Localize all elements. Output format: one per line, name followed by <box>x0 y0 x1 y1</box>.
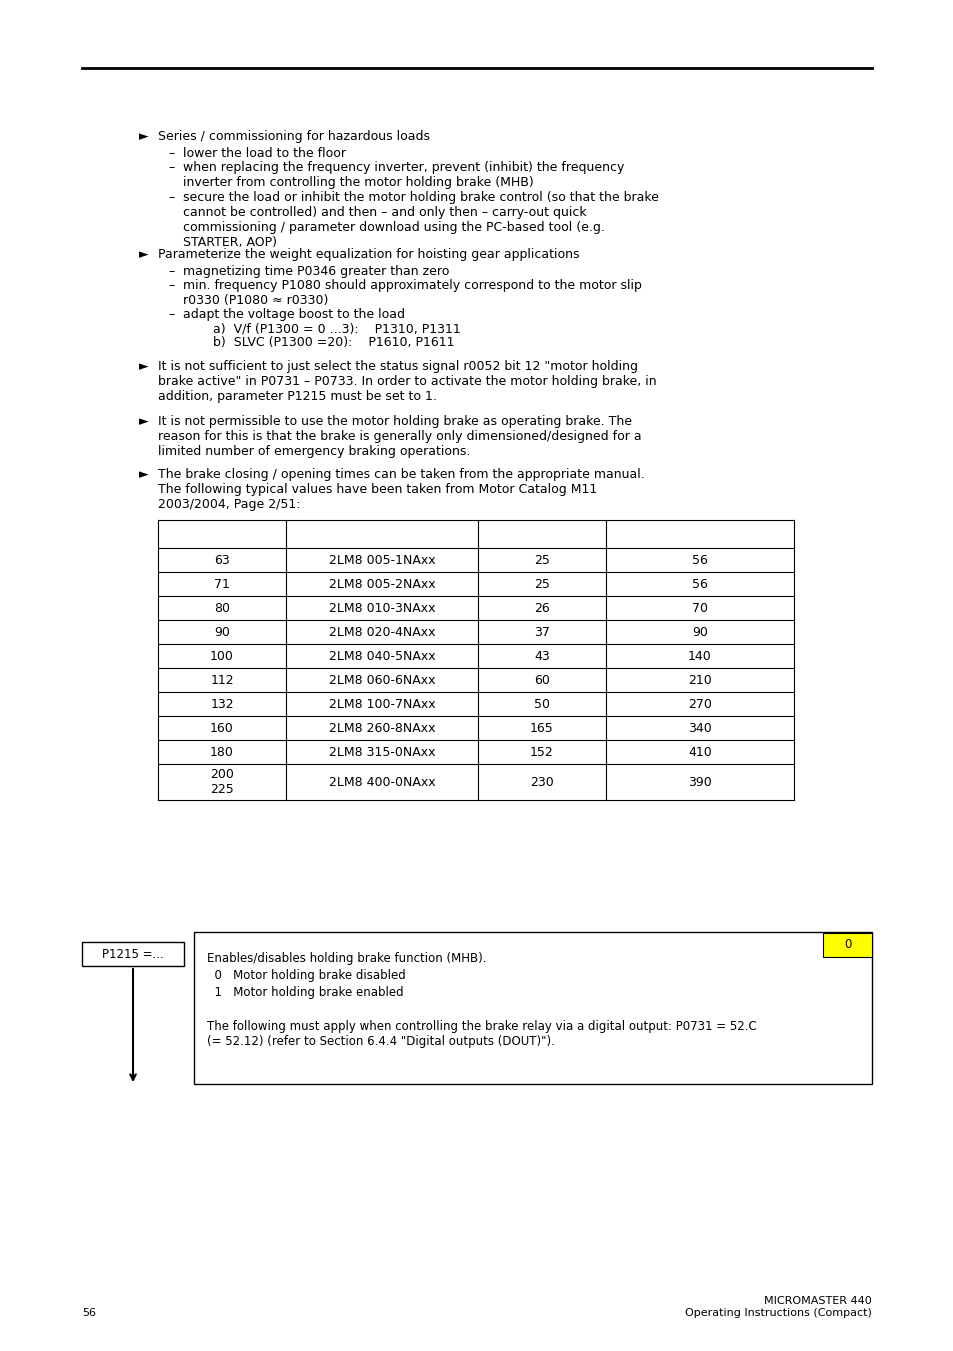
Bar <box>193 932 871 1084</box>
Text: –: – <box>168 308 174 322</box>
Text: 70: 70 <box>691 601 707 615</box>
Text: 43: 43 <box>534 650 549 662</box>
Text: 2LM8 400-0NAxx: 2LM8 400-0NAxx <box>329 775 435 789</box>
Text: 340: 340 <box>687 721 711 735</box>
Text: 132: 132 <box>210 697 233 711</box>
Text: 1   Motor holding brake enabled: 1 Motor holding brake enabled <box>207 986 403 998</box>
Text: lower the load to the floor: lower the load to the floor <box>183 147 346 159</box>
Text: 112: 112 <box>210 674 233 686</box>
Text: –: – <box>168 280 174 292</box>
Text: 180: 180 <box>210 746 233 758</box>
Text: a)  V/f (P1300 = 0 ...3):    P1310, P1311: a) V/f (P1300 = 0 ...3): P1310, P1311 <box>213 322 460 335</box>
Text: 50: 50 <box>534 697 550 711</box>
Text: 0   Motor holding brake disabled: 0 Motor holding brake disabled <box>207 969 405 982</box>
Text: 390: 390 <box>687 775 711 789</box>
Text: –: – <box>168 161 174 174</box>
Text: 90: 90 <box>213 626 230 639</box>
Text: 80: 80 <box>213 601 230 615</box>
Text: The brake closing / opening times can be taken from the appropriate manual.
The : The brake closing / opening times can be… <box>158 467 644 511</box>
Text: 2LM8 010-3NAxx: 2LM8 010-3NAxx <box>329 601 435 615</box>
Text: 56: 56 <box>82 1308 96 1319</box>
Text: 26: 26 <box>534 601 549 615</box>
Text: 2LM8 020-4NAxx: 2LM8 020-4NAxx <box>329 626 435 639</box>
Text: 0: 0 <box>842 939 850 951</box>
Text: 210: 210 <box>687 674 711 686</box>
Text: ►: ► <box>139 359 149 373</box>
Text: MICROMASTER 440
Operating Instructions (Compact): MICROMASTER 440 Operating Instructions (… <box>684 1297 871 1319</box>
Text: when replacing the frequency inverter, prevent (inhibit) the frequency
inverter : when replacing the frequency inverter, p… <box>183 161 623 189</box>
Text: 60: 60 <box>534 674 549 686</box>
Text: 2LM8 260-8NAxx: 2LM8 260-8NAxx <box>329 721 435 735</box>
Bar <box>822 934 871 957</box>
Text: 56: 56 <box>691 577 707 590</box>
Text: Parameterize the weight equalization for hoisting gear applications: Parameterize the weight equalization for… <box>158 249 578 261</box>
Text: secure the load or inhibit the motor holding brake control (so that the brake
ca: secure the load or inhibit the motor hol… <box>183 190 659 249</box>
Text: 410: 410 <box>687 746 711 758</box>
Text: P1215 =...: P1215 =... <box>102 947 164 961</box>
Text: 63: 63 <box>213 554 230 566</box>
Text: 2LM8 005-2NAxx: 2LM8 005-2NAxx <box>329 577 435 590</box>
Text: 2LM8 315-0NAxx: 2LM8 315-0NAxx <box>329 746 435 758</box>
Text: 90: 90 <box>691 626 707 639</box>
Text: 270: 270 <box>687 697 711 711</box>
Text: 230: 230 <box>530 775 554 789</box>
Text: min. frequency P1080 should approximately correspond to the motor slip
r0330 (P1: min. frequency P1080 should approximatel… <box>183 280 641 307</box>
Text: 100: 100 <box>210 650 233 662</box>
Text: 160: 160 <box>210 721 233 735</box>
Text: 140: 140 <box>687 650 711 662</box>
Text: 152: 152 <box>530 746 554 758</box>
Text: adapt the voltage boost to the load: adapt the voltage boost to the load <box>183 308 405 322</box>
Text: ►: ► <box>139 249 149 261</box>
Text: ►: ► <box>139 415 149 428</box>
Text: magnetizing time P0346 greater than zero: magnetizing time P0346 greater than zero <box>183 265 449 278</box>
Text: 25: 25 <box>534 554 549 566</box>
Text: ►: ► <box>139 130 149 143</box>
Text: It is not permissible to use the motor holding brake as operating brake. The
rea: It is not permissible to use the motor h… <box>158 415 641 458</box>
Text: –: – <box>168 147 174 159</box>
Text: ►: ► <box>139 467 149 481</box>
Text: 56: 56 <box>691 554 707 566</box>
Bar <box>82 942 184 966</box>
Text: 2LM8 040-5NAxx: 2LM8 040-5NAxx <box>329 650 435 662</box>
Text: It is not sufficient to just select the status signal r0052 bit 12 "motor holdin: It is not sufficient to just select the … <box>158 359 656 403</box>
Text: 71: 71 <box>213 577 230 590</box>
Text: Series / commissioning for hazardous loads: Series / commissioning for hazardous loa… <box>158 130 430 143</box>
Text: 200
225: 200 225 <box>210 767 233 796</box>
Text: b)  SLVC (P1300 =20):    P1610, P1611: b) SLVC (P1300 =20): P1610, P1611 <box>213 336 454 349</box>
Text: 37: 37 <box>534 626 549 639</box>
Text: 2LM8 060-6NAxx: 2LM8 060-6NAxx <box>329 674 435 686</box>
Text: –: – <box>168 265 174 278</box>
Text: 2LM8 005-1NAxx: 2LM8 005-1NAxx <box>329 554 435 566</box>
Text: 2LM8 100-7NAxx: 2LM8 100-7NAxx <box>329 697 435 711</box>
Text: The following must apply when controlling the brake relay via a digital output: : The following must apply when controllin… <box>207 1020 756 1048</box>
Text: –: – <box>168 190 174 204</box>
Text: 25: 25 <box>534 577 549 590</box>
Text: 165: 165 <box>530 721 554 735</box>
Text: Enables/disables holding brake function (MHB).: Enables/disables holding brake function … <box>207 952 486 965</box>
